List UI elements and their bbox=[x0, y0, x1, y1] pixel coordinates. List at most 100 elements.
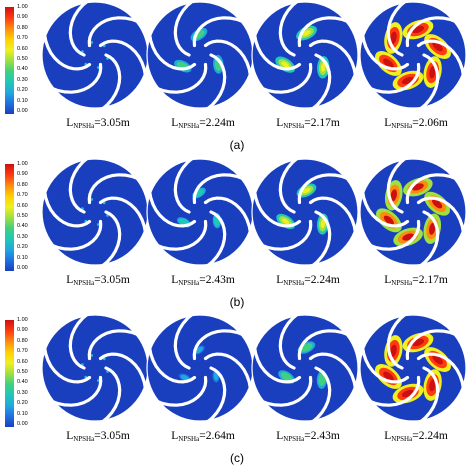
colorbar-tick-label: 0.50 bbox=[17, 369, 28, 375]
caption-subscript: NPSHa bbox=[178, 435, 200, 443]
npsh-caption: LNPSHa=2.17m bbox=[253, 117, 363, 130]
caption-value: =2.24m bbox=[199, 117, 235, 129]
colorbar-tick-label: 0.00 bbox=[17, 421, 28, 427]
colorbar bbox=[5, 7, 14, 114]
impeller-blades bbox=[42, 0, 148, 112]
colorbar-tick-label: 1.00 bbox=[17, 161, 28, 167]
caption-subscript: NPSHa bbox=[73, 279, 95, 287]
caption-symbol: L bbox=[384, 117, 392, 129]
colorbar bbox=[5, 320, 14, 427]
colorbar-tick-label: 0.90 bbox=[17, 327, 28, 334]
impeller-blades bbox=[252, 0, 358, 112]
npsh-caption: LNPSHa=3.05m bbox=[43, 430, 153, 443]
colorbar-tick-label: 0.70 bbox=[17, 35, 28, 42]
impeller-blades bbox=[252, 155, 358, 269]
panel-c: 1.00 0.90 0.80 0.70 0.60 0.50 0.40 0.30 0.20 0.10… bbox=[0, 311, 474, 468]
caption-value: =2.17m bbox=[304, 117, 340, 129]
npsh-caption: LNPSHa=3.05m bbox=[43, 274, 153, 287]
impeller-blades bbox=[42, 311, 148, 425]
caption-value: =2.17m bbox=[412, 274, 448, 286]
caption-symbol: L bbox=[276, 274, 284, 286]
impeller-contour bbox=[40, 311, 150, 425]
caption-symbol: L bbox=[171, 117, 179, 129]
colorbar-tick-label: 0.90 bbox=[17, 171, 28, 178]
caption-value: =3.05m bbox=[94, 117, 130, 129]
colorbar-tick-label: 0.70 bbox=[17, 192, 28, 199]
impeller-blades bbox=[42, 155, 148, 269]
colorbar-tick-label: 0.60 bbox=[17, 45, 28, 52]
impeller-blades bbox=[360, 155, 466, 269]
colorbar-tick-label: 1.00 bbox=[17, 4, 28, 10]
colorbar-tick-label: 0.10 bbox=[17, 254, 28, 261]
colorbar-tick-label: 0.50 bbox=[17, 56, 28, 62]
impeller-contour bbox=[145, 311, 255, 425]
caption-subscript: NPSHa bbox=[73, 435, 95, 443]
impeller-contour bbox=[145, 155, 255, 269]
caption-subscript: NPSHa bbox=[391, 279, 413, 287]
colorbar-tick-label: 0.30 bbox=[17, 233, 28, 240]
npsh-caption: LNPSHa=2.24m bbox=[361, 430, 471, 443]
npsh-caption: LNPSHa=2.64m bbox=[148, 430, 258, 443]
impeller-blades bbox=[360, 0, 466, 112]
impeller-contour bbox=[358, 155, 468, 269]
impeller-contour bbox=[250, 155, 360, 269]
caption-value: =3.05m bbox=[94, 430, 130, 442]
impeller-blades bbox=[147, 311, 253, 425]
caption-symbol: L bbox=[276, 117, 284, 129]
caption-value: =2.24m bbox=[304, 274, 340, 286]
caption-value: =2.43m bbox=[199, 274, 235, 286]
panel-label: (a) bbox=[229, 138, 245, 152]
colorbar-tick-label: 0.00 bbox=[17, 265, 28, 271]
impeller-contour bbox=[358, 311, 468, 425]
caption-subscript: NPSHa bbox=[391, 122, 413, 130]
caption-symbol: L bbox=[171, 430, 179, 442]
colorbar-tick-label: 0.70 bbox=[17, 348, 28, 355]
colorbar-tick-label: 0.60 bbox=[17, 358, 28, 365]
impeller-contour bbox=[250, 311, 360, 425]
panel-label: (b) bbox=[229, 295, 245, 309]
caption-subscript: NPSHa bbox=[391, 435, 413, 443]
colorbar-tick-label: 0.00 bbox=[17, 108, 28, 114]
impeller-contour bbox=[40, 155, 150, 269]
colorbar-tick-label: 0.40 bbox=[17, 379, 28, 386]
colorbar-tick-label: 0.30 bbox=[17, 389, 28, 396]
impeller-contour bbox=[40, 0, 150, 112]
caption-symbol: L bbox=[171, 274, 179, 286]
impeller-blades bbox=[147, 155, 253, 269]
colorbar-tick-label: 0.30 bbox=[17, 76, 28, 83]
impeller-blades bbox=[147, 0, 253, 112]
colorbar-tick-label: 0.80 bbox=[17, 337, 28, 344]
colorbar bbox=[5, 164, 14, 271]
cavity-region bbox=[81, 354, 109, 382]
impeller-blades bbox=[360, 311, 466, 425]
npsh-caption: LNPSHa=2.06m bbox=[361, 117, 471, 130]
caption-value: =3.05m bbox=[94, 274, 130, 286]
caption-symbol: L bbox=[66, 430, 74, 442]
colorbar-tick-label: 1.00 bbox=[17, 317, 28, 323]
caption-symbol: L bbox=[66, 117, 74, 129]
caption-value: =2.24m bbox=[412, 430, 448, 442]
colorbar-tick-label: 0.20 bbox=[17, 400, 28, 407]
caption-symbol: L bbox=[384, 274, 392, 286]
caption-subscript: NPSHa bbox=[283, 122, 305, 130]
panel-b: 1.00 0.90 0.80 0.70 0.60 0.50 0.40 0.30 0.20 0.10… bbox=[0, 155, 474, 312]
caption-symbol: L bbox=[276, 430, 284, 442]
npsh-caption: LNPSHa=2.24m bbox=[148, 117, 258, 130]
npsh-caption: LNPSHa=2.43m bbox=[148, 274, 258, 287]
colorbar-tick-label: 0.10 bbox=[17, 97, 28, 104]
colorbar-tick-label: 0.40 bbox=[17, 66, 28, 73]
colorbar-tick-label: 0.80 bbox=[17, 24, 28, 31]
caption-symbol: L bbox=[384, 430, 392, 442]
caption-symbol: L bbox=[66, 274, 74, 286]
colorbar-tick-label: 0.60 bbox=[17, 202, 28, 209]
colorbar-tick-label: 0.80 bbox=[17, 181, 28, 188]
colorbar-tick-label: 0.90 bbox=[17, 14, 28, 21]
colorbar-tick-label: 0.10 bbox=[17, 410, 28, 417]
panel-a: 1.00 0.90 0.80 0.70 0.60 0.50 0.40 0.30 0.20 0.10… bbox=[0, 0, 474, 155]
caption-subscript: NPSHa bbox=[283, 279, 305, 287]
caption-value: =2.43m bbox=[304, 430, 340, 442]
impeller-blades bbox=[252, 311, 358, 425]
npsh-caption: LNPSHa=2.43m bbox=[253, 430, 363, 443]
colorbar-tick-label: 0.20 bbox=[17, 244, 28, 251]
caption-subscript: NPSHa bbox=[283, 435, 305, 443]
